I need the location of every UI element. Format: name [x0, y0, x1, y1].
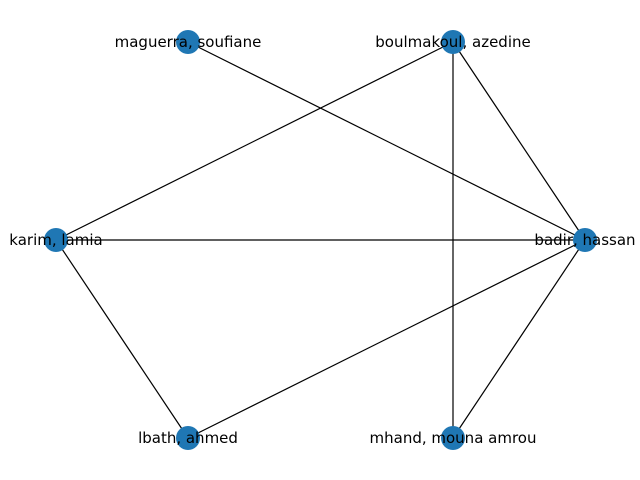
- edge-maguerra-badir: [187, 41, 586, 241]
- edge-boulmakoul-karim: [55, 41, 454, 241]
- edge-boulmakoul-badir: [452, 41, 586, 241]
- node-label-boulmakoul: boulmakoul, azedine: [375, 33, 530, 51]
- labels-layer: maguerra, soufiane boulmakoul, azedine kar…: [9, 33, 635, 447]
- node-label-lbath: lbath, ahmed: [138, 429, 238, 447]
- nodes-layer: [44, 30, 597, 450]
- node-label-karim: karim, lamia: [9, 231, 102, 249]
- edge-badir-mhand: [452, 239, 586, 439]
- node-label-mhand: mhand, mouna amrou: [370, 429, 537, 447]
- node-boulmakoul: [441, 30, 465, 54]
- node-label-maguerra: maguerra, soufiane: [115, 33, 262, 51]
- node-mhand: [441, 426, 465, 450]
- node-badir: [573, 228, 597, 252]
- node-lbath: [176, 426, 200, 450]
- node-maguerra: [176, 30, 200, 54]
- node-label-badir: badir, hassan: [534, 231, 635, 249]
- edge-karim-lbath: [55, 239, 189, 439]
- edge-badir-lbath: [187, 239, 586, 439]
- node-karim: [44, 228, 68, 252]
- edges-layer: [55, 41, 586, 439]
